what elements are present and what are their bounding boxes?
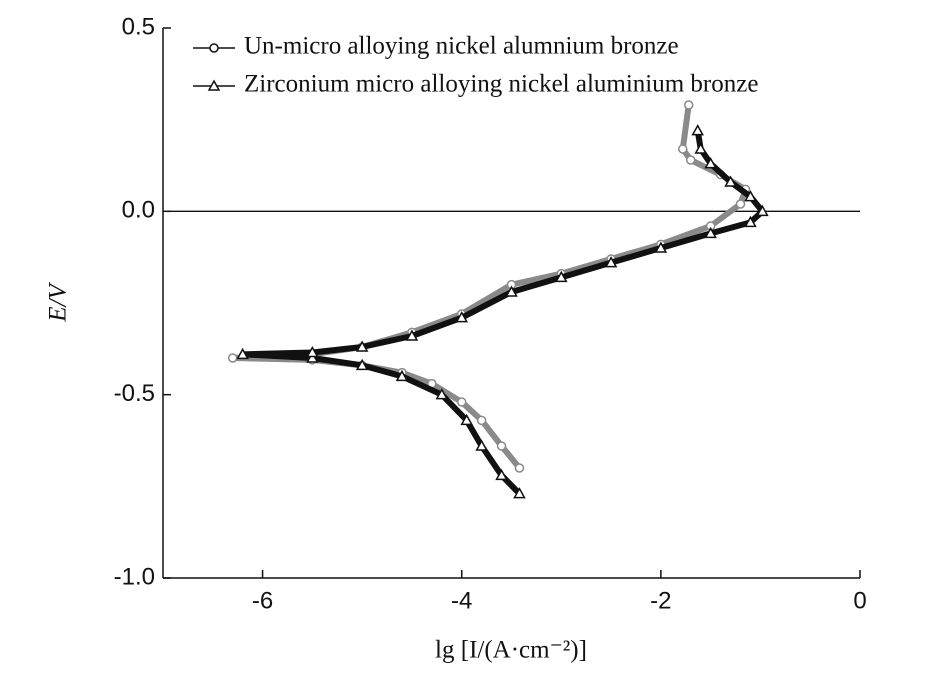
x-tick-label: -2 — [650, 587, 671, 614]
data-point — [505, 285, 518, 297]
data-point — [678, 144, 688, 154]
data-point — [704, 226, 717, 239]
data-point — [654, 241, 668, 253]
data-point — [236, 347, 249, 360]
data-point — [683, 100, 694, 110]
data-point — [455, 311, 468, 323]
data-point — [744, 190, 757, 202]
data-point — [514, 463, 525, 473]
data-point — [691, 124, 704, 136]
data-point — [475, 439, 488, 451]
data-point — [685, 155, 696, 165]
data-point — [604, 256, 618, 268]
data-point — [555, 270, 568, 283]
data-point — [460, 413, 473, 426]
data-point — [435, 388, 449, 400]
data-point — [744, 215, 757, 228]
data-point — [395, 369, 409, 382]
data-point — [227, 353, 238, 363]
data-point — [306, 351, 319, 363]
y-tick-label: -0.5 — [114, 380, 155, 407]
legend-label: Un-micro alloying nickel alumnium bronze — [244, 33, 679, 60]
series-line — [229, 102, 749, 471]
legend-marker — [209, 43, 219, 53]
legend-label: Zirconium micro alloying nickel aluminiu… — [244, 71, 758, 98]
y-tick-label: -1.0 — [114, 563, 155, 590]
data-point — [355, 340, 369, 352]
data-point — [405, 329, 419, 341]
x-axis-label: lg [I/(A·cm⁻²)] — [435, 637, 587, 664]
data-point — [495, 468, 508, 481]
data-point — [756, 204, 769, 217]
data-point — [496, 441, 507, 451]
legend-marker — [207, 79, 221, 91]
y-tick-label: 0.5 — [122, 13, 155, 40]
data-point — [306, 345, 319, 358]
data-point — [456, 397, 467, 407]
data-point — [724, 175, 737, 187]
data-point — [513, 487, 526, 499]
series-line — [239, 127, 766, 497]
x-tick-label: -6 — [252, 587, 273, 614]
data-point — [735, 199, 746, 209]
data-point — [704, 157, 717, 169]
data-point — [355, 358, 369, 371]
data-point — [476, 415, 487, 426]
y-tick-label: 0.0 — [122, 197, 155, 224]
x-tick-label: -4 — [451, 587, 472, 614]
x-tick-label: 0 — [853, 587, 866, 614]
y-axis-label: E/V — [45, 282, 72, 323]
data-point — [694, 142, 707, 154]
